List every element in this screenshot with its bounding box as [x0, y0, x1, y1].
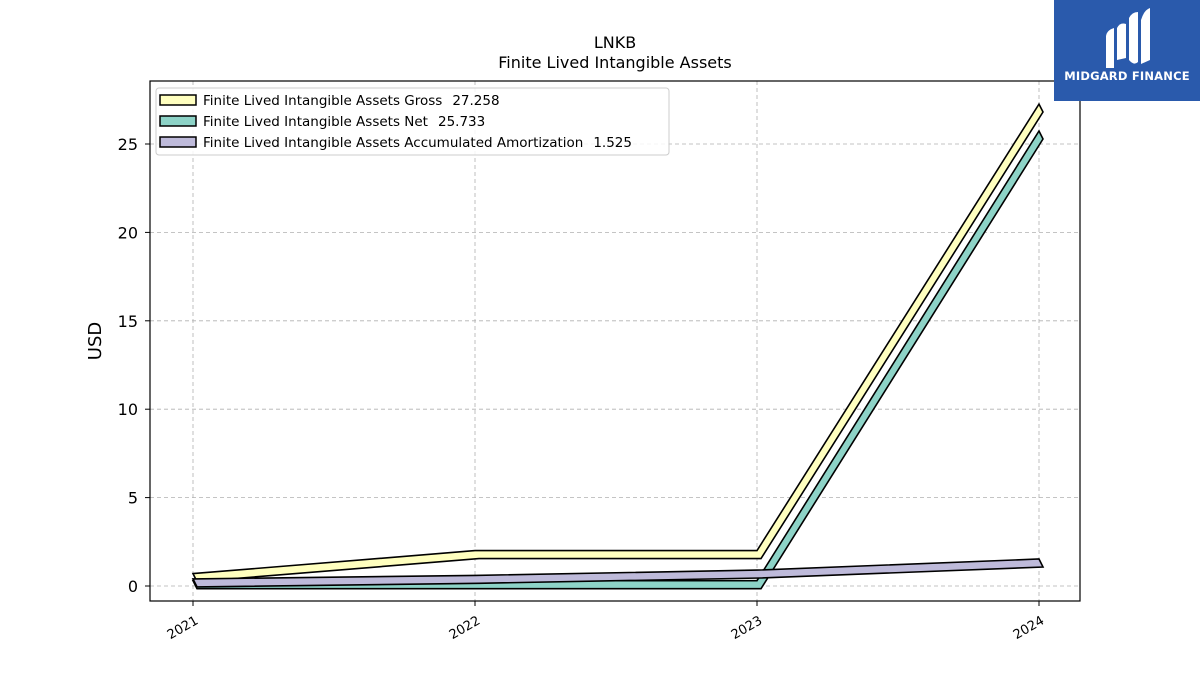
x-tick-label: 2024 — [1011, 613, 1047, 643]
chart-title: LNKB — [594, 33, 636, 52]
legend-swatch — [159, 136, 197, 148]
series-layer — [191, 102, 1045, 590]
legend-entry-label: Finite Lived Intangible Assets Net 25.733 — [203, 114, 485, 130]
series-band-2 — [191, 558, 1045, 588]
legend-swatch — [159, 94, 197, 106]
y-tick-label: 5 — [128, 489, 138, 508]
midgard-logo-icon — [1106, 8, 1150, 68]
chart-subtitle: Finite Lived Intangible Assets — [498, 53, 731, 72]
y-tick-label: 20 — [118, 223, 138, 242]
y-tick-label: 25 — [118, 135, 138, 154]
legend-entry-label: Finite Lived Intangible Assets Gross 27.2… — [203, 93, 500, 109]
x-tick-label: 2023 — [729, 613, 765, 643]
legend-box — [155, 87, 670, 156]
legend-series-name: Finite Lived Intangible Assets Accumulat… — [203, 135, 583, 151]
series-band-1 — [191, 129, 1044, 590]
x-axis: 2021 2022 2023 2024 — [165, 601, 1047, 643]
grid — [150, 81, 1080, 601]
brand-logo-text: MIDGARD FINANCE — [1064, 69, 1190, 83]
series-band-0 — [191, 102, 1044, 583]
y-axis-label: USD — [85, 322, 106, 360]
y-axis: 0 5 10 15 20 25 — [118, 135, 150, 596]
brand-logo: MIDGARD FINANCE — [1054, 0, 1200, 101]
legend-series-name: Finite Lived Intangible Assets Gross — [203, 93, 442, 109]
legend-entry-label: Finite Lived Intangible Assets Accumulat… — [203, 135, 632, 151]
y-tick-label: 10 — [118, 400, 138, 419]
x-tick-label: 2021 — [165, 613, 201, 643]
y-tick-label: 0 — [128, 577, 138, 596]
legend: Finite Lived Intangible Assets Gross 27.2… — [155, 87, 670, 156]
legend-series-value: 1.525 — [593, 135, 632, 151]
y-tick-label: 15 — [118, 312, 138, 331]
legend-series-value: 27.258 — [452, 93, 499, 109]
legend-swatch — [159, 115, 197, 127]
x-tick-label: 2022 — [447, 613, 483, 643]
legend-series-value: 25.733 — [438, 114, 485, 130]
plot-frame — [149, 80, 1081, 602]
legend-series-name: Finite Lived Intangible Assets Net — [203, 114, 428, 130]
